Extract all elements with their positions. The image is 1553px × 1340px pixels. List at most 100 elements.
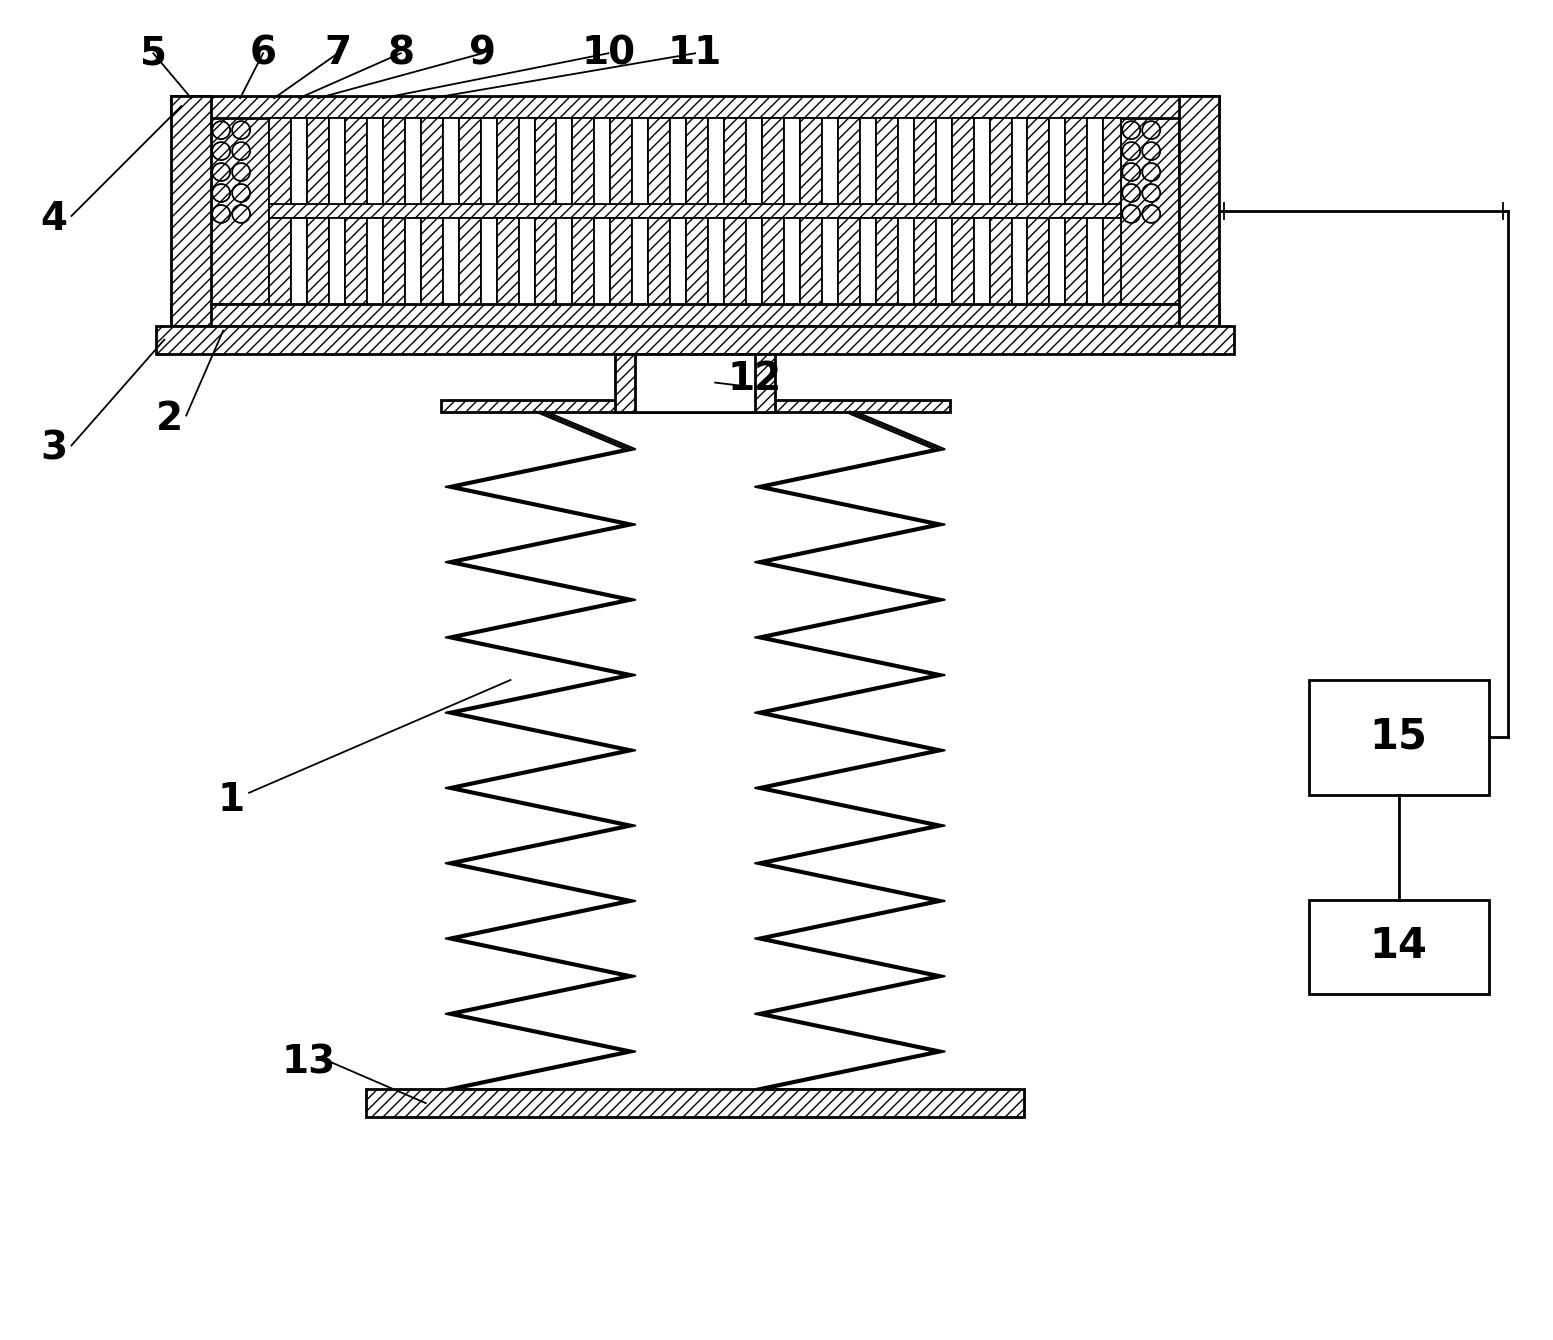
Bar	[497, 218, 519, 304]
Bar	[1028, 118, 1050, 204]
Bar	[952, 118, 974, 204]
Bar	[800, 218, 822, 304]
Bar	[1050, 218, 1065, 304]
Bar	[421, 118, 443, 204]
Bar	[556, 218, 573, 304]
Text: 13: 13	[281, 1043, 335, 1081]
Bar	[480, 118, 497, 204]
Bar	[708, 218, 724, 304]
Bar	[269, 204, 1121, 218]
Bar	[1121, 118, 1179, 304]
Text: 5: 5	[140, 35, 166, 72]
Bar	[1011, 218, 1028, 304]
Text: 12: 12	[728, 359, 783, 398]
Bar	[1065, 218, 1087, 304]
Bar	[974, 218, 989, 304]
Bar	[573, 118, 595, 204]
Bar	[800, 118, 822, 204]
Text: 15: 15	[1370, 716, 1427, 758]
Bar	[913, 118, 935, 204]
Bar	[822, 218, 839, 304]
Bar	[157, 326, 1235, 354]
Bar	[822, 118, 839, 204]
Bar	[1179, 96, 1219, 326]
Bar	[290, 118, 307, 204]
Bar	[269, 118, 290, 204]
Bar	[745, 118, 763, 204]
Bar	[458, 218, 480, 304]
Bar	[367, 218, 384, 304]
Bar	[839, 218, 860, 304]
Bar	[480, 218, 497, 304]
Bar	[745, 218, 763, 304]
Bar	[443, 218, 458, 304]
Bar	[898, 118, 913, 204]
Bar	[329, 118, 345, 204]
Bar	[1065, 118, 1087, 204]
Bar	[1087, 218, 1103, 304]
Bar	[935, 118, 952, 204]
Bar	[211, 118, 1179, 304]
Bar	[573, 218, 595, 304]
Bar	[329, 218, 345, 304]
Bar	[458, 118, 480, 204]
Bar	[345, 218, 367, 304]
Bar	[1028, 218, 1050, 304]
Bar	[367, 118, 384, 204]
Text: 2: 2	[155, 399, 183, 438]
Bar	[632, 118, 648, 204]
Bar	[610, 118, 632, 204]
Bar	[421, 218, 443, 304]
Bar	[405, 218, 421, 304]
Bar	[763, 118, 784, 204]
Bar	[898, 218, 913, 304]
Bar	[724, 118, 745, 204]
Bar	[860, 218, 876, 304]
Text: 7: 7	[325, 35, 351, 72]
Bar	[974, 118, 989, 204]
Bar	[1309, 899, 1488, 994]
Bar	[784, 118, 800, 204]
Bar	[686, 118, 708, 204]
Bar	[211, 118, 269, 304]
Bar	[1103, 218, 1121, 304]
Bar	[534, 118, 556, 204]
Bar	[307, 118, 329, 204]
Text: 11: 11	[668, 35, 722, 72]
Bar	[534, 218, 556, 304]
Bar	[708, 118, 724, 204]
Bar	[839, 118, 860, 204]
Bar	[724, 218, 745, 304]
Bar	[1087, 118, 1103, 204]
Bar	[952, 218, 974, 304]
Text: 8: 8	[387, 35, 415, 72]
Bar	[1011, 118, 1028, 204]
Bar	[443, 118, 458, 204]
Bar	[615, 354, 775, 411]
Bar	[269, 218, 290, 304]
Bar	[648, 218, 671, 304]
Bar	[632, 218, 648, 304]
Bar	[763, 218, 784, 304]
Text: 1: 1	[217, 781, 245, 819]
Bar	[989, 118, 1011, 204]
Bar	[671, 218, 686, 304]
Bar	[595, 118, 610, 204]
Bar	[989, 218, 1011, 304]
Bar	[935, 218, 952, 304]
Bar	[497, 118, 519, 204]
Bar	[384, 218, 405, 304]
Bar	[1050, 118, 1065, 204]
Bar	[913, 218, 935, 304]
Bar	[686, 218, 708, 304]
Text: 4: 4	[40, 200, 67, 239]
Bar	[307, 218, 329, 304]
Bar	[384, 118, 405, 204]
Bar	[784, 218, 800, 304]
Bar	[648, 118, 671, 204]
Bar	[367, 1089, 1025, 1118]
Text: 10: 10	[581, 35, 635, 72]
Bar	[1103, 118, 1121, 204]
Bar	[405, 118, 421, 204]
Bar	[556, 118, 573, 204]
